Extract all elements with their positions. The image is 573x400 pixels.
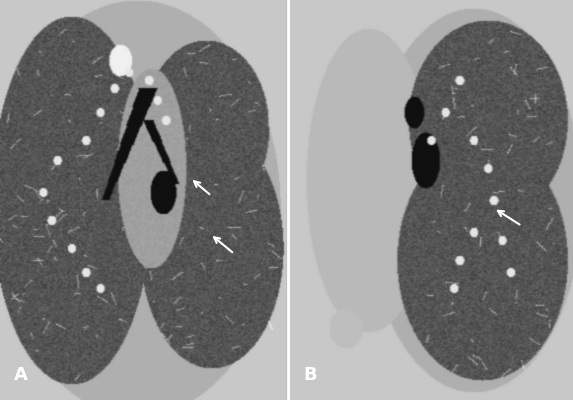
Text: A: A <box>14 366 28 384</box>
Text: B: B <box>304 366 317 384</box>
